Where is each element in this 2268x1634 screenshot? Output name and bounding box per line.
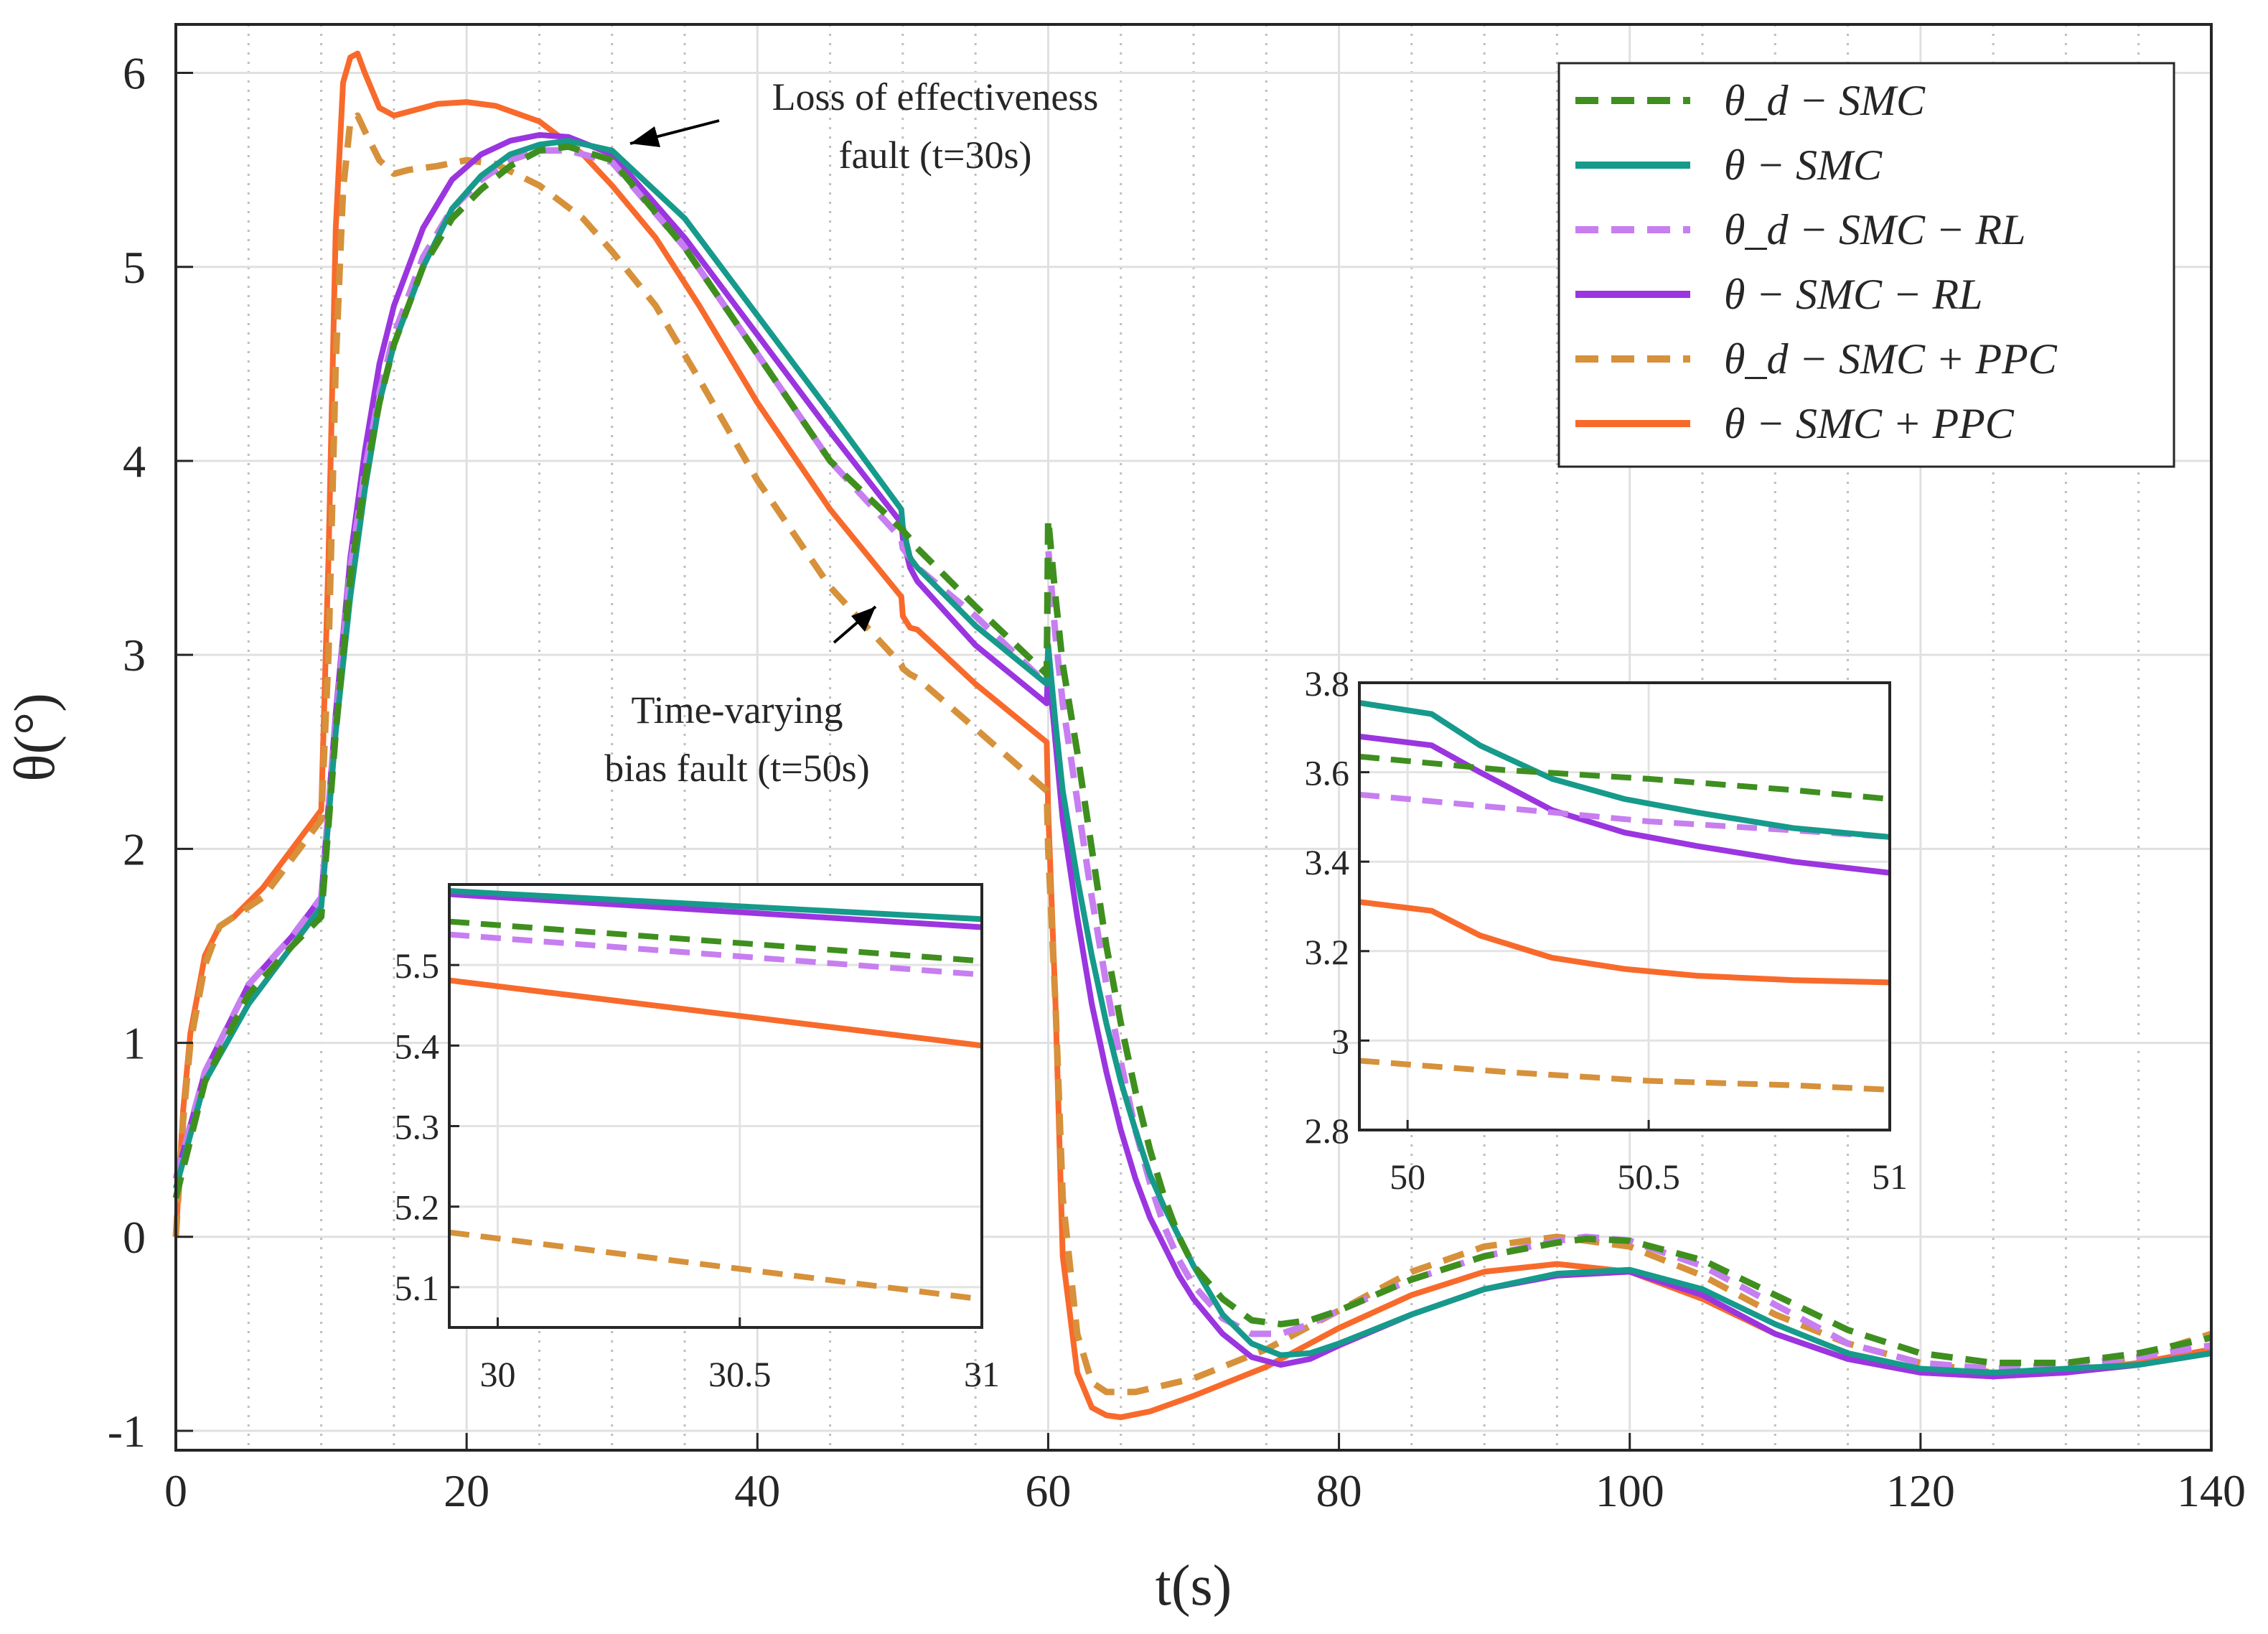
- annotations: Loss of effectiveness fault (t=30s) Time…: [604, 75, 1098, 790]
- y-tick-label: 4: [123, 436, 146, 487]
- y-tick-label: 1: [123, 1018, 146, 1069]
- inset-lines: [449, 888, 982, 1302]
- inset-y-tick-label: 3.8: [1305, 663, 1350, 704]
- inset-axes-box: [1358, 681, 1891, 1131]
- inset-zoom-30s: 30 30.5 31 5.1 5.2 5.3 5.4 5.5: [395, 883, 1000, 1394]
- inset-series-line-4: [1359, 733, 1890, 876]
- main-ticks: 0 20 40 60 80 100 120 140 -1 0 1 2 3 4 5 6: [108, 48, 2246, 1516]
- y-axis-title: θ(°): [4, 693, 67, 782]
- inset-series-line-3: [449, 931, 982, 978]
- x-tick-label: 20: [444, 1465, 489, 1516]
- y-tick-label: -1: [108, 1406, 146, 1457]
- legend: θ_d − SMC θ − SMC θ_d − SMC − RL θ − SMC…: [1557, 62, 2175, 468]
- y-tick-label: 0: [123, 1212, 146, 1263]
- main-axes-box: [174, 23, 2213, 1452]
- inset-x-tick-label: 50.5: [1617, 1157, 1680, 1197]
- inset-x-tick-label: 50: [1390, 1157, 1425, 1197]
- y-tick-label: 3: [123, 630, 146, 681]
- inset-x-tick-label: 30.5: [708, 1354, 772, 1394]
- legend-label-5: θ_d − SMC + PPC: [1724, 335, 2058, 383]
- inset-y-tick-label: 3.2: [1305, 932, 1350, 972]
- x-tick-label: 140: [2177, 1465, 2246, 1516]
- inset-y-tick-label: 5.3: [395, 1107, 440, 1147]
- legend-label-3: θ_d − SMC − RL: [1724, 206, 2025, 253]
- inset-y-tick-label: 3.4: [1305, 842, 1350, 882]
- inset-series-line-6: [449, 977, 982, 1049]
- inset-series-line-5: [449, 1229, 982, 1302]
- legend-label-4: θ − SMC − RL: [1724, 271, 1982, 318]
- inset-series-line-2: [449, 888, 982, 923]
- x-axis-title: t(s): [1156, 1554, 1232, 1617]
- x-tick-label: 60: [1025, 1465, 1071, 1516]
- annotation-bias-line1: Time-varying: [632, 688, 843, 732]
- inset-series-line-3: [1359, 791, 1890, 840]
- y-tick-label: 5: [123, 242, 146, 293]
- series-line-1: [172, 143, 2212, 1366]
- inset-axes-box: [448, 883, 983, 1329]
- annotation-loe-line2: fault (t=30s): [839, 134, 1032, 177]
- x-tick-label: 120: [1886, 1465, 1955, 1516]
- inset-y-tick-label: 3.6: [1305, 753, 1350, 793]
- inset-lines: [1359, 700, 1890, 1093]
- legend-label-6: θ − SMC + PPC: [1724, 400, 2015, 447]
- inset-x-tick-label: 31: [964, 1354, 1000, 1394]
- annotation-loe-line1: Loss of effectiveness: [772, 75, 1099, 118]
- inset-y-tick-label: 5.4: [395, 1026, 440, 1066]
- x-tick-label: 40: [734, 1465, 780, 1516]
- inset-y-tick-label: 3: [1331, 1021, 1349, 1061]
- inset-series-line-1: [449, 918, 982, 964]
- inset-series-line-1: [1359, 753, 1890, 802]
- annotation-loe-arrowhead: [630, 126, 660, 147]
- inset-x-tick-label: 51: [1872, 1157, 1908, 1197]
- inset-series-line-2: [1359, 700, 1890, 840]
- annotation-bias-line2: bias fault (t=50s): [604, 747, 869, 790]
- inset-zoom-50s: 50 50.5 51 2.8 3 3.2 3.4 3.6 3.8: [1305, 663, 1908, 1197]
- x-tick-label: 0: [164, 1465, 187, 1516]
- x-tick-label: 100: [1595, 1465, 1664, 1516]
- legend-label-2: θ − SMC: [1724, 141, 1883, 189]
- inset-y-tick-label: 5.1: [395, 1268, 440, 1308]
- legend-label-1: θ_d − SMC: [1724, 77, 1926, 124]
- inset-series-line-4: [449, 891, 982, 930]
- legend-box: [1557, 62, 2175, 468]
- y-tick-label: 6: [123, 48, 146, 99]
- inset-series-line-6: [1359, 899, 1890, 986]
- x-tick-label: 80: [1316, 1465, 1362, 1516]
- inset-y-tick-label: 5.2: [395, 1187, 440, 1228]
- inset-y-tick-label: 2.8: [1305, 1111, 1350, 1151]
- annotation-bias-arrowhead: [851, 607, 876, 632]
- inset-series-line-5: [1359, 1058, 1890, 1093]
- inset-y-tick-label: 5.5: [395, 946, 440, 986]
- inset-x-tick-label: 30: [479, 1354, 515, 1394]
- inset-background: [449, 884, 982, 1327]
- y-tick-label: 2: [123, 823, 146, 874]
